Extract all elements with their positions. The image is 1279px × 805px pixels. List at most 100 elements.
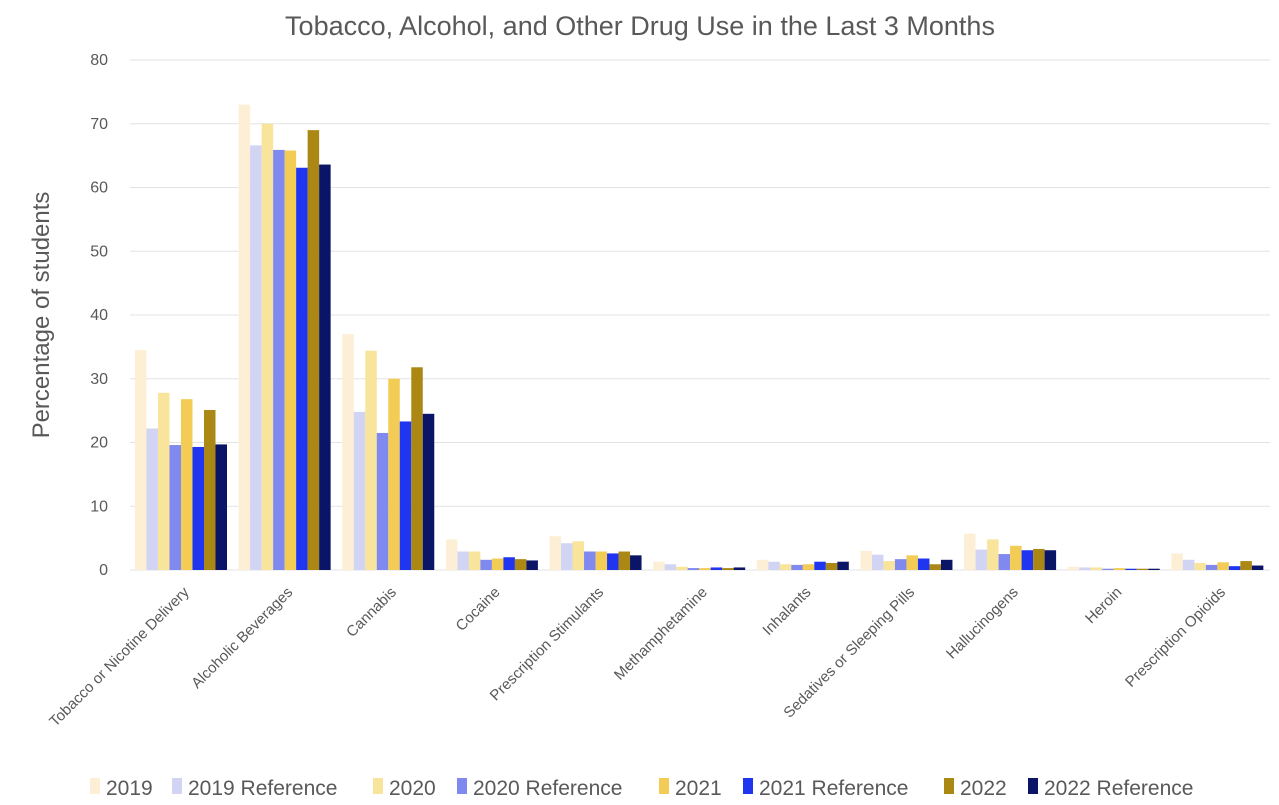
bar-2021-cocaine [491, 558, 504, 570]
bar-2022-prescription-stimulants [618, 551, 631, 570]
bar-2020-methamphetamine [676, 566, 688, 570]
bar-2019-reference-methamphetamine [664, 564, 677, 570]
legend-swatch-2020 [373, 778, 383, 794]
bar-2020-cocaine [468, 551, 481, 570]
bar-2021-reference-sedatives-or-sleeping-pills [917, 558, 930, 570]
bar-2021-reference-tobacco-or-nicotine-delivery [192, 446, 204, 570]
bar-2020-sedatives-or-sleeping-pills [883, 561, 895, 570]
legend-label: 2020 [389, 777, 436, 800]
bar-2021-reference-inhalants [814, 561, 826, 570]
x-tick-label: Inhalants [759, 584, 814, 639]
x-tick-label: Hallucinogens [943, 584, 1022, 663]
legend-label: 2019 [106, 777, 153, 800]
bar-2020-inhalants [779, 564, 792, 570]
bar-2021-inhalants [802, 564, 815, 570]
legend-label: 2020 Reference [473, 777, 622, 800]
bar-2019-hallucinogens [964, 533, 976, 570]
bar-2020-cannabis [365, 350, 377, 570]
x-tick-label: Alcoholic Beverages [188, 584, 296, 692]
bar-2019-prescription-opioids [1171, 553, 1183, 570]
bar-2019-reference-cannabis [353, 411, 366, 570]
bar-2022-reference-prescription-opioids [1251, 565, 1264, 570]
y-tick-label: 0 [99, 562, 108, 579]
bar-2022-reference-inhalants [837, 561, 849, 570]
bar-2019-reference-sedatives-or-sleeping-pills [871, 554, 884, 570]
bar-2020-reference-heroin [1102, 568, 1114, 570]
legend-swatch-2019 [90, 778, 100, 794]
y-tick-label: 50 [90, 243, 108, 260]
y-axis-label: Percentage of students [28, 192, 55, 439]
bar-2021-alcoholic-beverages [284, 150, 297, 570]
bar-2022-reference-cannabis [422, 413, 435, 570]
bar-2020-reference-alcoholic-beverages [273, 149, 285, 570]
bar-2019-inhalants [756, 559, 769, 570]
bar-2021-reference-hallucinogens [1021, 550, 1034, 570]
bar-2020-alcoholic-beverages [261, 123, 274, 570]
bar-2019-cocaine [445, 539, 458, 570]
bar-2019-tobacco-or-nicotine-delivery [135, 350, 147, 570]
bar-2020-heroin [1090, 567, 1103, 570]
bar-2022-alcoholic-beverages [307, 130, 320, 570]
x-tick-label: Heroin [1082, 584, 1125, 627]
legend-label: 2022 Reference [1044, 777, 1193, 800]
bar-2019-prescription-stimulants [549, 536, 562, 570]
bar-2020-reference-methamphetamine [687, 568, 700, 570]
y-tick-label: 10 [90, 498, 108, 515]
legend-label: 2019 Reference [188, 777, 337, 800]
chart-title: Tobacco, Alcohol, and Other Drug Use in … [285, 11, 995, 41]
legend-label: 2021 [675, 777, 722, 800]
y-tick-label: 20 [90, 435, 108, 452]
legend-swatch-2020-reference [457, 778, 467, 794]
y-tick-label: 60 [90, 180, 108, 197]
bar-2019-reference-alcoholic-beverages [250, 145, 262, 571]
bar-2021-reference-cocaine [503, 557, 515, 570]
y-tick-label: 40 [90, 307, 108, 324]
bar-2019-reference-inhalants [768, 561, 780, 570]
bar-2020-reference-cannabis [376, 432, 389, 570]
legend-swatch-2022 [944, 778, 954, 794]
bar-2019-reference-tobacco-or-nicotine-delivery [146, 428, 158, 570]
bar-2019-reference-prescription-stimulants [561, 543, 573, 570]
bar-2019-reference-prescription-opioids [1182, 559, 1195, 570]
bar-2021-tobacco-or-nicotine-delivery [181, 399, 193, 570]
bar-2019-heroin [1067, 566, 1080, 570]
bar-2022-reference-cocaine [526, 560, 538, 570]
x-tick-label: Cannabis [343, 584, 400, 641]
bar-2022-cannabis [411, 367, 423, 570]
bar-2020-reference-cocaine [480, 559, 492, 570]
y-tick-label: 70 [90, 116, 108, 133]
bar-2022-reference-methamphetamine [733, 567, 746, 570]
bar-2022-prescription-opioids [1240, 561, 1252, 570]
bar-2022-sedatives-or-sleeping-pills [929, 564, 941, 570]
bar-2020-reference-prescription-stimulants [584, 551, 596, 570]
bar-2020-prescription-stimulants [572, 541, 585, 570]
bar-2020-prescription-opioids [1194, 562, 1206, 570]
bar-2021-cannabis [388, 378, 400, 570]
bar-2021-reference-heroin [1125, 568, 1137, 570]
bar-2019-reference-heroin [1079, 567, 1091, 570]
bar-2022-reference-sedatives-or-sleeping-pills [940, 559, 953, 570]
legend-swatch-2021 [659, 778, 669, 794]
bar-2021-reference-cannabis [399, 421, 412, 570]
bar-2020-reference-sedatives-or-sleeping-pills [894, 559, 907, 570]
legend-swatch-2021-reference [743, 778, 753, 794]
bar-2020-reference-prescription-opioids [1205, 564, 1218, 570]
y-tick-label: 30 [90, 371, 108, 388]
x-tick-label: Tobacco or Nicotine Delivery [46, 583, 193, 730]
bar-2019-sedatives-or-sleeping-pills [860, 550, 872, 570]
bar-2022-reference-hallucinogens [1044, 550, 1057, 570]
bar-2022-reference-alcoholic-beverages [319, 164, 331, 571]
x-tick-label: Cocaine [453, 584, 504, 635]
bar-2020-reference-tobacco-or-nicotine-delivery [169, 445, 181, 570]
bar-2021-reference-alcoholic-beverages [296, 167, 308, 571]
legend-label: 2022 [960, 777, 1007, 800]
bar-2021-heroin [1113, 568, 1126, 570]
bar-2021-reference-methamphetamine [710, 567, 723, 570]
bar-2021-hallucinogens [1010, 545, 1022, 570]
bar-2019-reference-hallucinogens [975, 549, 988, 570]
bar-2022-reference-prescription-stimulants [630, 555, 642, 570]
x-tick-label: Prescription Stimulants [487, 584, 607, 704]
bar-2021-sedatives-or-sleeping-pills [906, 555, 918, 570]
